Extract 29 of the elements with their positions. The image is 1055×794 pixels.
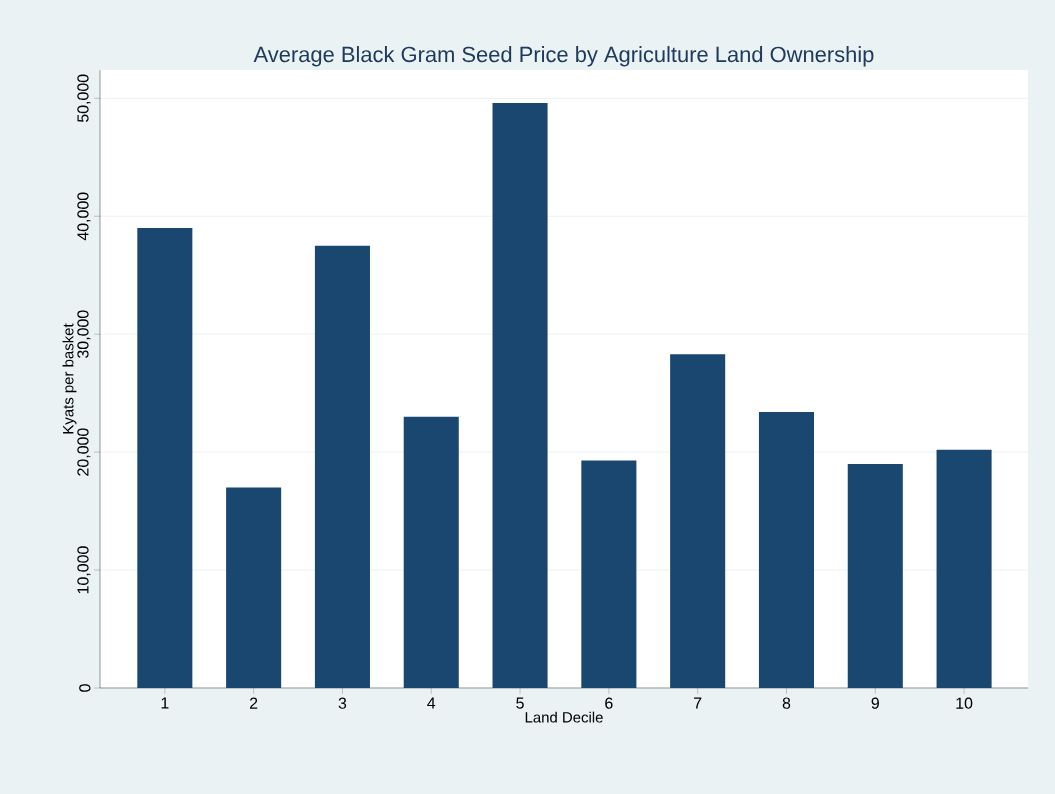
x-tick-label: 10 (956, 697, 973, 709)
x-tick-label: 8 (782, 697, 791, 709)
y-tick-label: 10,000 (77, 546, 91, 594)
y-axis-title: Kyats per basket (62, 323, 77, 434)
x-tick-label: 7 (694, 697, 702, 709)
x-tick-label: 6 (605, 697, 613, 709)
bar (581, 460, 637, 688)
bar (670, 354, 726, 688)
bar (314, 245, 370, 688)
chart-title: Average Black Gram Seed Price by Agriculture Land Ownership (253, 46, 874, 67)
x-tick-label: 1 (161, 697, 169, 709)
bar (403, 416, 459, 688)
y-tick-label: 30,000 (77, 310, 91, 358)
y-tick-label: 40,000 (77, 192, 91, 241)
x-tick-label: 2 (250, 697, 258, 709)
y-tick-label: 50,000 (77, 74, 91, 123)
y-tick-label: 20,000 (77, 428, 91, 476)
y-tick-label: 0 (79, 684, 91, 692)
x-tick-label: 9 (871, 697, 879, 709)
x-tick-label: 3 (338, 697, 347, 709)
bar (936, 449, 992, 688)
bar (492, 103, 548, 688)
x-tick-label: 5 (516, 697, 524, 709)
bar (847, 463, 903, 688)
bar (137, 228, 193, 688)
x-axis-title: Land Decile (525, 711, 603, 723)
bar (758, 412, 814, 688)
x-tick-label: 4 (427, 697, 436, 709)
bar (226, 487, 282, 688)
